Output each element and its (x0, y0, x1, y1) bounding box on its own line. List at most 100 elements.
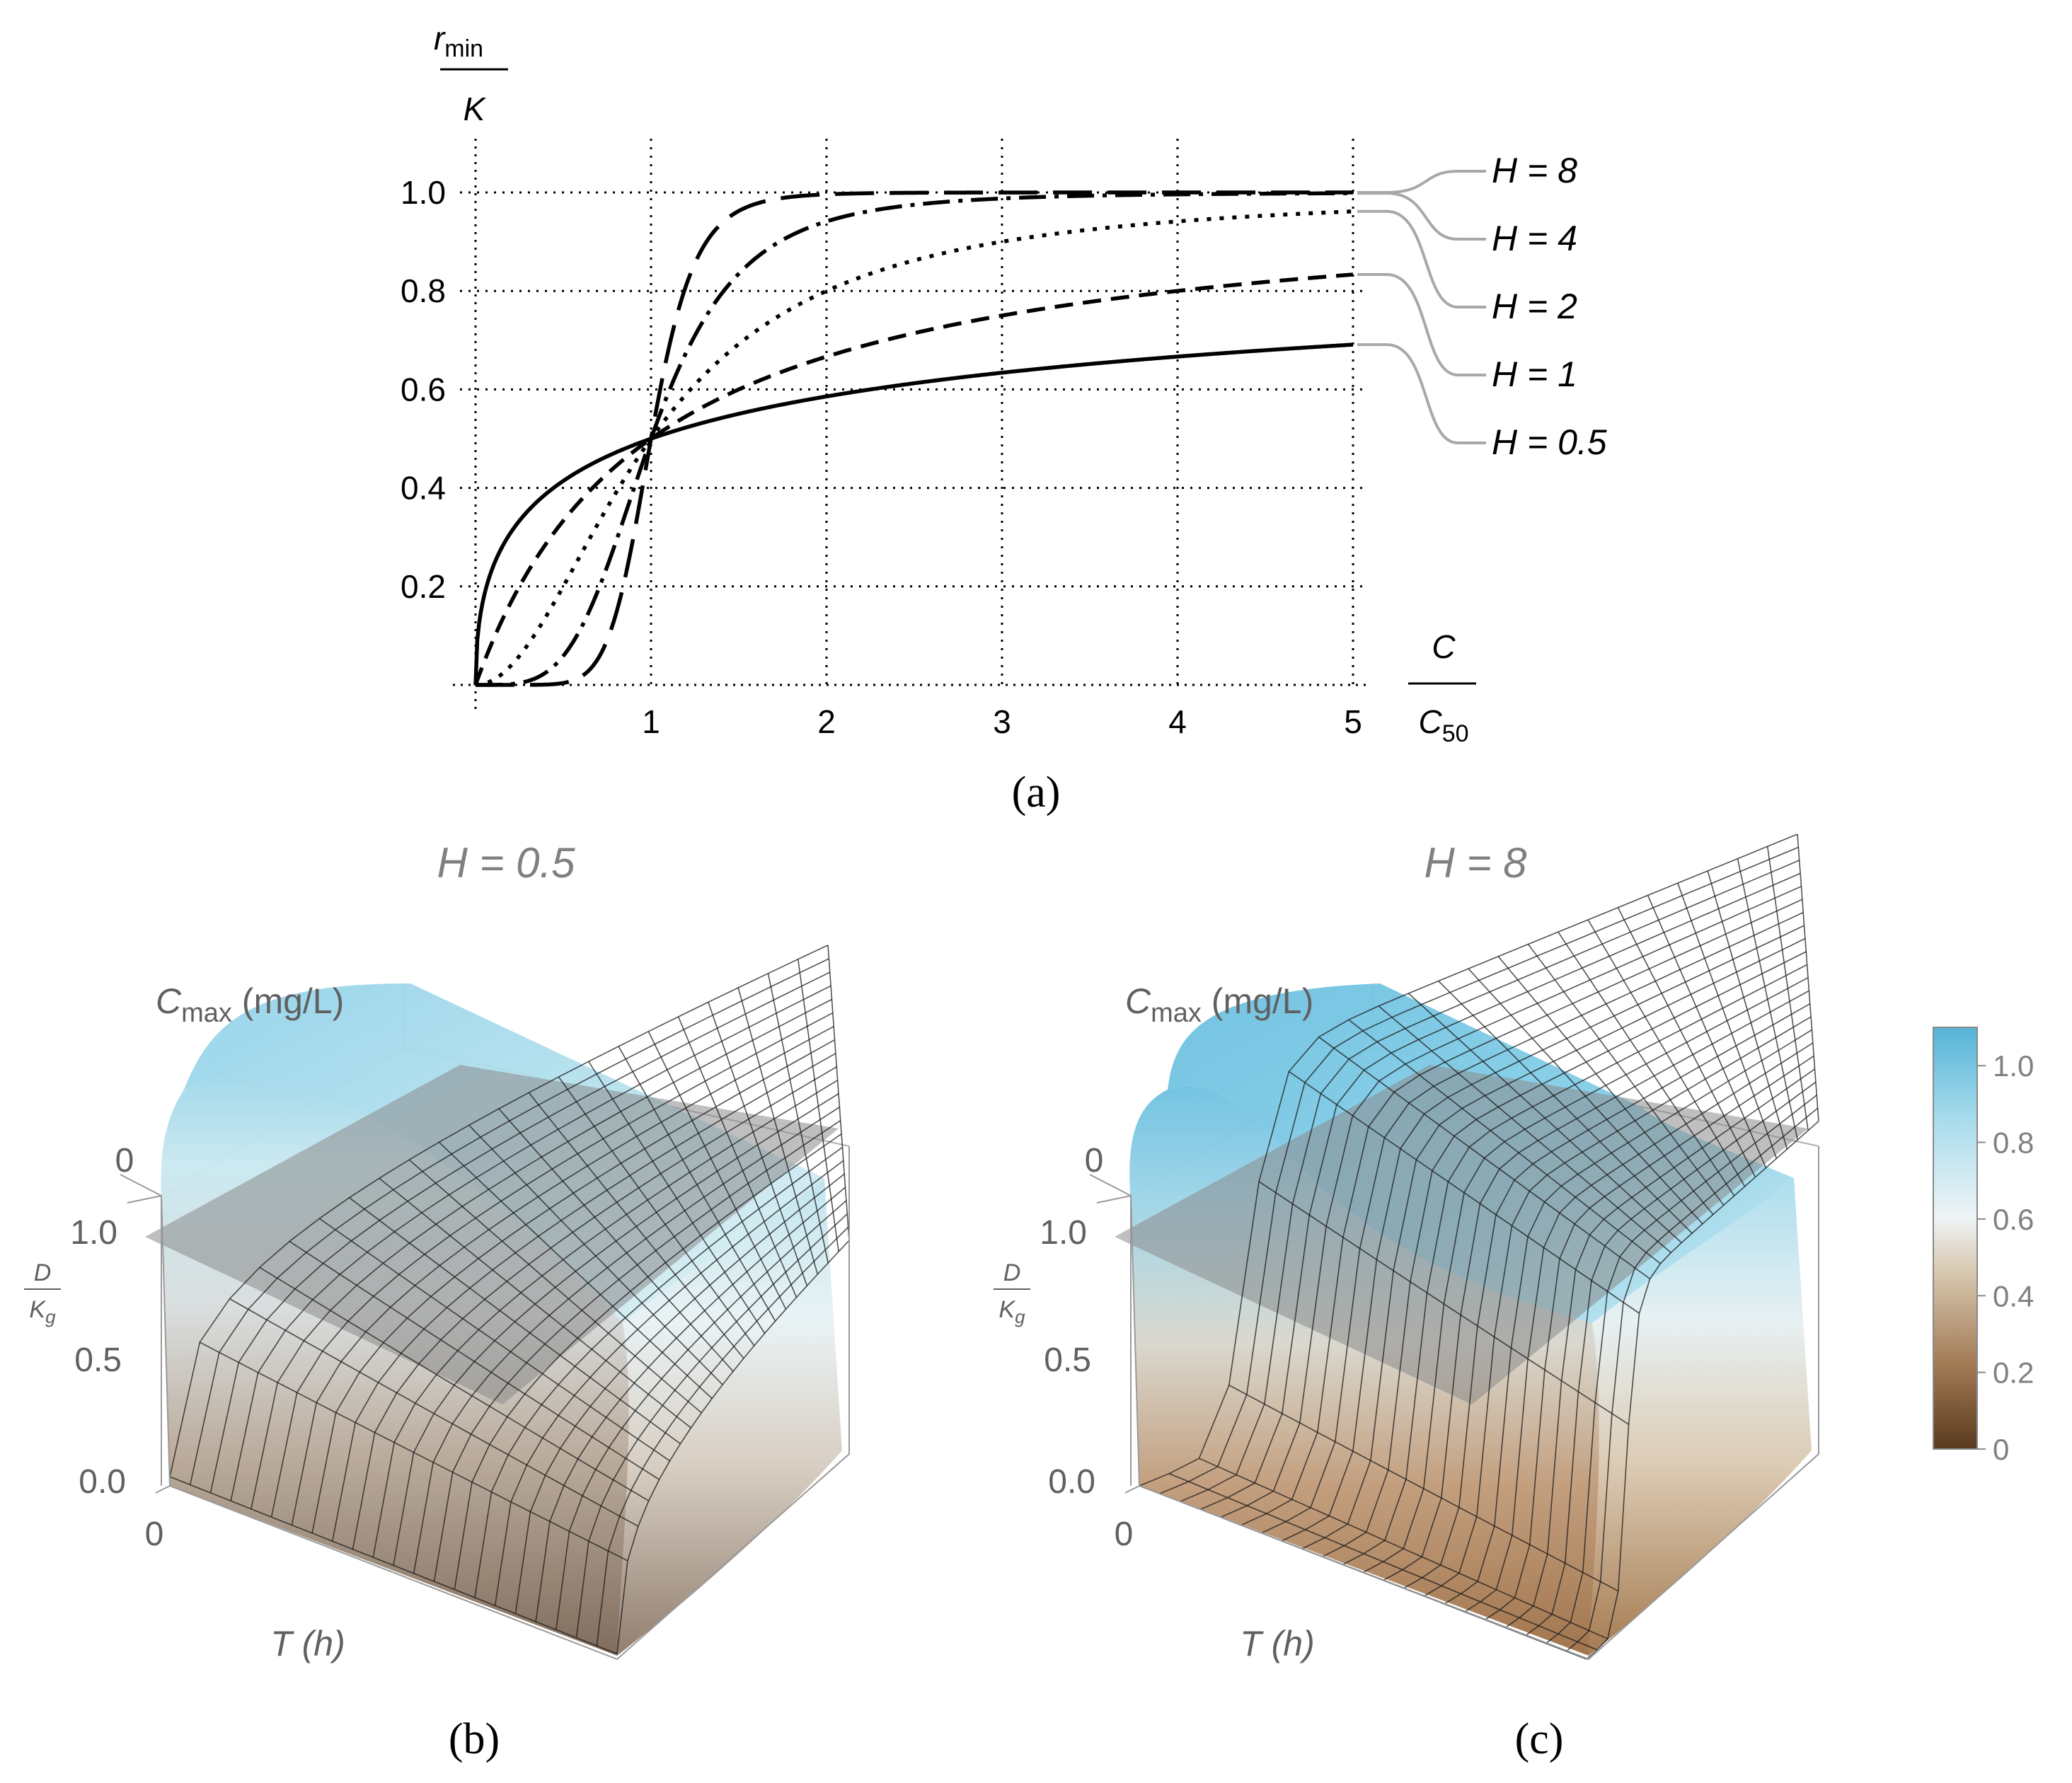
colorbar-tick-label-3: 0.4 (1993, 1279, 2034, 1312)
z-tick-3-c: 0.0 (1048, 1463, 1095, 1501)
t-axis-label-c: T (h) (1240, 1624, 1315, 1663)
axis-cmax-tick-c: 0 (1085, 1142, 1104, 1179)
axes (453, 139, 1366, 710)
svg-text:Kg: Kg (998, 1296, 1025, 1327)
mesh-line-t-14 (454, 1133, 842, 1590)
panel-c-surface: H = 8 Cmax (mg/L) 0 1.0 0.5 0.0 D Kg (994, 833, 1819, 1763)
axis-cmax-unit-c: (mg/L) (1202, 981, 1313, 1021)
svg-text:rmin: rmin (434, 20, 483, 62)
mesh-line-t-11 (1362, 977, 1809, 1574)
svg-text:Kg: Kg (29, 1296, 56, 1327)
colorbar-gradient (1933, 1027, 1978, 1450)
mesh-line-t-6 (1261, 911, 1804, 1534)
mesh-line-t-1 (189, 958, 829, 1485)
axis-cmax-sub-c: max (1151, 998, 1202, 1028)
axis-cmax-sub-b: max (181, 998, 232, 1028)
curve-series-4 (473, 342, 1354, 686)
mesh-line-t-17 (514, 1173, 845, 1614)
grid-lines (460, 139, 1366, 691)
z-label-sub-b: g (45, 1306, 56, 1327)
mesh-line-t-15 (474, 1146, 843, 1598)
colorbar-tick-label-4: 0.2 (1993, 1356, 2034, 1390)
curve-series-2 (475, 209, 1354, 687)
legend-leader-0 (1357, 170, 1486, 194)
mesh-line-t-18 (1504, 1068, 1815, 1629)
plot-title-c: H = 8 (1424, 839, 1527, 887)
legend-leader-2 (1357, 209, 1486, 308)
curve-series-1 (476, 191, 1354, 687)
mesh-line-t-21 (596, 1226, 849, 1646)
y-label-bottom: K (464, 91, 487, 127)
curves (473, 190, 1354, 687)
z-label-bottom-c: K (998, 1296, 1015, 1323)
mesh-line-t-0 (1139, 833, 1798, 1487)
z-label-top-c: D (1003, 1259, 1021, 1286)
mesh-line-t-3 (1199, 872, 1801, 1511)
mesh-line-t-7 (311, 1039, 835, 1533)
legend-label-4: H = 0.5 (1492, 422, 1607, 462)
z-tick-3-b: 0.0 (79, 1463, 126, 1501)
y-tick-labels: 0.2 0.4 0.6 0.8 1.0 (401, 174, 446, 605)
bounding-box-front (120, 1146, 850, 1661)
mesh-line-t-14 (1423, 1016, 1812, 1597)
legend-label-3: H = 1 (1492, 354, 1577, 394)
mesh-line-t-12 (413, 1107, 840, 1574)
x-tick-label-3: 4 (1168, 703, 1187, 740)
mesh-line-t-17 (1484, 1055, 1814, 1620)
x-tick-label-1: 2 (817, 703, 836, 740)
mesh-line-t-20 (1546, 1095, 1817, 1644)
mesh-line-t-20 (575, 1213, 848, 1638)
y-tick-label-2: 0.6 (401, 371, 446, 408)
surface-mesh-c (1139, 833, 1819, 1660)
z-label-sub-c: g (1015, 1306, 1025, 1327)
y-tick-label-0: 0.2 (401, 568, 446, 605)
mesh-line-t-4 (251, 998, 832, 1509)
legend-label-2: H = 2 (1492, 287, 1577, 326)
panel-label-b: (b) (449, 1715, 500, 1763)
x-tick-label-2: 3 (993, 703, 1011, 740)
mesh-line-t-0 (169, 945, 829, 1477)
mesh-line-t-6 (291, 1025, 834, 1525)
mesh-line-t-9 (1322, 951, 1807, 1557)
mesh-line-t-11 (393, 1093, 839, 1566)
legend-labels: H = 8 H = 4 H = 2 H = 1 H = 0.5 (1357, 151, 1607, 462)
colorbar-tick-label-5: 0 (1993, 1433, 2009, 1466)
mesh-line-t-4 (1220, 886, 1802, 1518)
mesh-line-t-19 (1525, 1081, 1817, 1637)
z-tick-2-c: 0.5 (1044, 1341, 1091, 1379)
z-tick-1-b: 1.0 (70, 1214, 117, 1252)
y-axis-label: rmin K (434, 20, 508, 127)
curve-series-0 (476, 190, 1353, 687)
mesh-line-t-19 (556, 1200, 847, 1630)
panel-label-a: (a) (1012, 768, 1061, 817)
y-label-top: r (434, 20, 446, 57)
surface-mesh-b (169, 945, 850, 1655)
mesh-line-t-5 (1241, 899, 1803, 1526)
axis-cmax-label-c: C (1125, 981, 1151, 1021)
legend-leader-3 (1357, 273, 1486, 376)
mesh-line-t-10 (372, 1080, 839, 1558)
mesh-line-t-9 (352, 1066, 837, 1550)
mesh-line-t-13 (1403, 1003, 1811, 1589)
z-axis-label-b: D Kg (24, 1259, 61, 1327)
mesh-line-t-21 (1565, 1107, 1819, 1652)
mesh-line-t-10 (1342, 964, 1807, 1566)
mesh-line-t-3 (230, 985, 831, 1501)
colorbar-tick-label-1: 0.8 (1993, 1126, 2034, 1160)
x-label-bottom: C (1418, 703, 1442, 740)
colorbar-ticks: 1.0 0.8 0.6 0.4 0.2 0 (1977, 1049, 2034, 1466)
t-tick-c: 0 (1115, 1516, 1134, 1553)
x-label-top: C (1432, 628, 1456, 665)
mesh-line-t-12 (1383, 990, 1809, 1581)
colorbar: 1.0 0.8 0.6 0.4 0.2 0 (1933, 1027, 2034, 1466)
mesh-line-t-2 (209, 971, 831, 1494)
bounding-box-front (1089, 1146, 1819, 1661)
mesh-line-t-5 (270, 1012, 834, 1518)
plot-title-b: H = 0.5 (437, 839, 575, 887)
panel-b-surface: H = 0.5 Cmax (mg/L) 0 1.0 0.5 0.0 D (24, 839, 850, 1763)
mesh-line-t-22 (616, 1240, 850, 1654)
x-tick-label-0: 1 (642, 703, 660, 740)
x-label-sub: 50 (1442, 720, 1469, 747)
